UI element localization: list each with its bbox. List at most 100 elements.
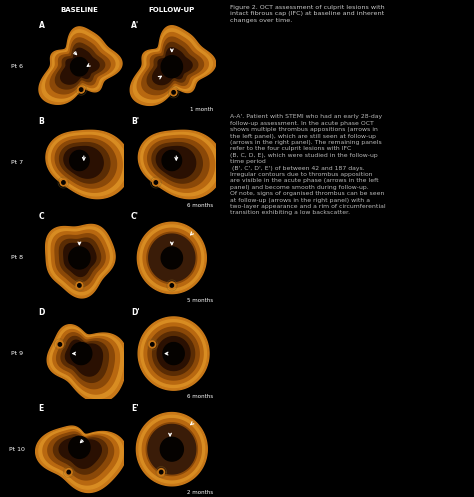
Polygon shape <box>142 418 201 480</box>
Text: A-A'. Patient with STEMI who had an early 28-day
follow-up assessment. In the ac: A-A'. Patient with STEMI who had an earl… <box>230 114 386 215</box>
Polygon shape <box>42 30 119 101</box>
Polygon shape <box>144 135 215 192</box>
Polygon shape <box>61 48 99 84</box>
Polygon shape <box>39 428 123 489</box>
Polygon shape <box>157 336 190 371</box>
Text: E: E <box>38 404 44 413</box>
Polygon shape <box>133 29 212 102</box>
Polygon shape <box>137 222 206 294</box>
Polygon shape <box>149 234 195 282</box>
Polygon shape <box>147 42 198 89</box>
Circle shape <box>67 470 71 474</box>
Polygon shape <box>64 147 103 178</box>
Polygon shape <box>46 130 131 199</box>
Polygon shape <box>57 333 114 389</box>
Polygon shape <box>46 225 115 298</box>
Text: B: B <box>38 117 45 126</box>
Text: 6 months: 6 months <box>187 394 213 399</box>
Polygon shape <box>147 232 197 284</box>
Polygon shape <box>161 56 182 78</box>
Text: Figure 2. OCT assessment of culprit lesions with
intact fibrous cap (IFC) at bas: Figure 2. OCT assessment of culprit lesi… <box>230 5 385 23</box>
Polygon shape <box>141 133 219 196</box>
Polygon shape <box>141 320 206 388</box>
Text: 1 month: 1 month <box>190 107 213 112</box>
Polygon shape <box>48 432 114 480</box>
Polygon shape <box>46 33 115 98</box>
Polygon shape <box>64 243 96 276</box>
Polygon shape <box>52 135 122 192</box>
Text: FOLLOW-UP: FOLLOW-UP <box>149 7 195 13</box>
Polygon shape <box>55 43 105 89</box>
Polygon shape <box>139 415 205 483</box>
Circle shape <box>172 90 175 94</box>
Polygon shape <box>43 429 119 485</box>
Polygon shape <box>59 238 100 282</box>
Text: C: C <box>38 212 44 222</box>
Polygon shape <box>151 427 193 471</box>
Text: 2 months: 2 months <box>187 490 213 495</box>
Text: Pt 6: Pt 6 <box>10 64 23 69</box>
Text: D: D <box>38 308 45 317</box>
Polygon shape <box>54 435 108 474</box>
Polygon shape <box>151 237 192 279</box>
Circle shape <box>154 181 157 184</box>
Polygon shape <box>69 436 90 458</box>
Circle shape <box>170 284 173 287</box>
Polygon shape <box>153 48 192 84</box>
Text: BASELINE: BASELINE <box>61 7 98 13</box>
Polygon shape <box>138 317 209 390</box>
Polygon shape <box>59 437 101 468</box>
Text: A': A' <box>131 21 139 30</box>
Text: Pt 9: Pt 9 <box>10 351 23 356</box>
Polygon shape <box>50 327 124 399</box>
Polygon shape <box>148 139 209 188</box>
Polygon shape <box>144 323 203 384</box>
Polygon shape <box>160 437 183 461</box>
Text: A: A <box>38 21 45 30</box>
Polygon shape <box>48 133 127 196</box>
Polygon shape <box>148 327 199 380</box>
Polygon shape <box>156 242 188 274</box>
Polygon shape <box>60 143 110 183</box>
Text: Pt 10: Pt 10 <box>9 447 25 452</box>
Polygon shape <box>138 130 223 199</box>
Circle shape <box>58 342 62 346</box>
Polygon shape <box>55 234 105 287</box>
Circle shape <box>160 470 163 474</box>
Polygon shape <box>137 413 207 486</box>
Circle shape <box>60 179 67 186</box>
Polygon shape <box>70 151 89 170</box>
Polygon shape <box>156 147 196 178</box>
Circle shape <box>78 284 81 287</box>
Polygon shape <box>71 58 88 76</box>
Text: B': B' <box>131 117 139 126</box>
Polygon shape <box>55 139 117 188</box>
Text: 6 months: 6 months <box>187 203 213 208</box>
Polygon shape <box>51 230 109 291</box>
Polygon shape <box>69 247 90 269</box>
Polygon shape <box>39 27 122 104</box>
Polygon shape <box>48 227 112 295</box>
Polygon shape <box>152 143 202 183</box>
Polygon shape <box>61 336 109 382</box>
Polygon shape <box>130 26 216 105</box>
Polygon shape <box>161 247 182 269</box>
Polygon shape <box>155 432 188 466</box>
Polygon shape <box>137 33 209 99</box>
Polygon shape <box>146 423 197 476</box>
Polygon shape <box>162 151 182 170</box>
Text: C': C' <box>131 212 139 222</box>
Text: 5 months: 5 months <box>187 298 213 303</box>
Polygon shape <box>140 225 204 291</box>
Polygon shape <box>36 426 127 493</box>
Circle shape <box>158 469 164 476</box>
Circle shape <box>151 342 154 346</box>
Circle shape <box>76 282 83 289</box>
Circle shape <box>168 282 175 289</box>
Circle shape <box>153 179 159 186</box>
Polygon shape <box>65 340 102 376</box>
Polygon shape <box>71 342 92 365</box>
Circle shape <box>78 86 84 93</box>
Polygon shape <box>143 228 201 288</box>
Circle shape <box>170 89 177 96</box>
